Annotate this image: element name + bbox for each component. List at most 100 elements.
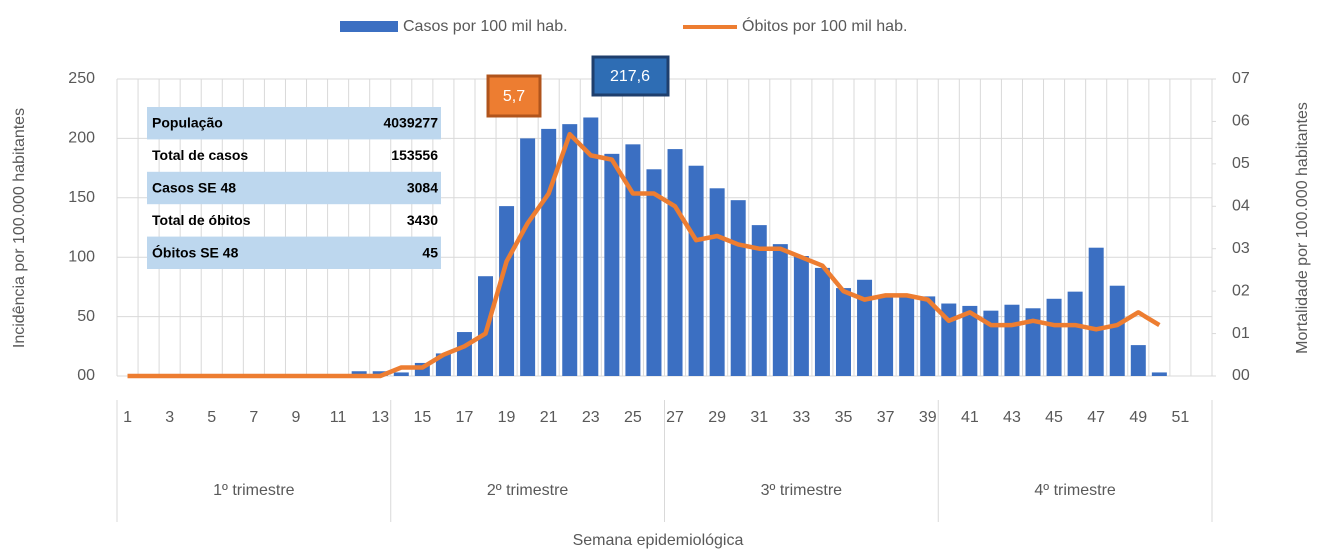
- x-tick-label: 15: [413, 409, 431, 426]
- bar: [520, 138, 536, 376]
- bar: [899, 296, 915, 376]
- y2-tick-label: 06: [1232, 113, 1250, 130]
- y-tick-label: 200: [68, 130, 95, 147]
- y2-tick-label: 07: [1232, 70, 1250, 87]
- bar: [730, 200, 746, 376]
- group-label: 2º trimestre: [487, 482, 569, 499]
- table-row-bg: [147, 107, 441, 140]
- y-tick-label: 00: [77, 367, 95, 384]
- x-tick-label: 1: [123, 409, 132, 426]
- bar: [1109, 285, 1125, 376]
- bar: [351, 371, 367, 376]
- table-cell: Total de casos: [152, 147, 248, 163]
- y-tick-label: 100: [68, 248, 95, 265]
- y2-tick-label: 05: [1232, 155, 1250, 172]
- x-tick-label: 51: [1172, 409, 1190, 426]
- x-tick-label: 49: [1129, 409, 1147, 426]
- bar: [878, 296, 894, 376]
- table-cell: 45: [422, 244, 438, 260]
- x-tick-label: 37: [877, 409, 895, 426]
- bar: [835, 288, 851, 376]
- bar: [541, 128, 557, 376]
- x-tick-label: 41: [961, 409, 979, 426]
- table-cell: 3084: [407, 180, 438, 196]
- annotation: 5,7: [503, 88, 525, 105]
- x-tick-label: 11: [330, 409, 347, 426]
- bar: [857, 279, 873, 376]
- x-tick-label: 39: [919, 409, 937, 426]
- x-tick-label: 35: [835, 409, 853, 426]
- y2-tick-label: 02: [1232, 282, 1250, 299]
- y2-tick-label: 03: [1232, 240, 1250, 257]
- x-tick-label: 3: [165, 409, 174, 426]
- bar: [499, 206, 515, 376]
- y-tick-label: 250: [68, 70, 95, 87]
- x-tick-label: 29: [708, 409, 726, 426]
- info-table: População 4039277 Total de casos 153556 Caso…: [147, 107, 441, 269]
- bar: [1025, 308, 1041, 376]
- legend-label: Óbitos por 100 mil hab.: [742, 16, 907, 35]
- group-label: 1º trimestre: [213, 482, 295, 499]
- table-row-bg: [147, 171, 441, 205]
- bar: [1067, 291, 1083, 376]
- bar: [709, 188, 725, 376]
- bar: [667, 149, 683, 376]
- bar: [772, 244, 788, 376]
- bar: [456, 332, 472, 376]
- bar: [962, 305, 978, 376]
- bar: [814, 267, 830, 376]
- bar: [604, 153, 620, 376]
- annotation-box: [591, 55, 670, 97]
- legend-label: Casos por 100 mil hab.: [403, 18, 568, 35]
- bar: [1151, 372, 1167, 376]
- x-tick-label: 9: [292, 409, 301, 426]
- y2-tick-label: 04: [1232, 198, 1250, 215]
- x-tick-label: 5: [207, 409, 216, 426]
- x-tick-label: 19: [498, 409, 516, 426]
- bar: [562, 124, 578, 376]
- x-tick-label: 31: [750, 409, 768, 426]
- x-tick-label: 7: [249, 409, 258, 426]
- bar: [1088, 247, 1104, 376]
- line: [127, 131, 1161, 379]
- table-cell: População: [152, 115, 223, 131]
- y2-tick-label: 01: [1232, 325, 1250, 342]
- legend-swatch: [340, 21, 398, 32]
- group-label: 3º trimestre: [761, 482, 843, 499]
- bar: [625, 144, 641, 376]
- table-cell: 153556: [391, 147, 438, 163]
- x-tick-label: 47: [1087, 409, 1105, 426]
- x-tick-label: 17: [456, 409, 474, 426]
- x-tick-label: 33: [792, 409, 810, 426]
- x-axis-title: Semana epidemiológica: [573, 532, 744, 549]
- group-label: 4º trimestre: [1034, 482, 1116, 499]
- table-cell: Casos SE 48: [152, 180, 236, 196]
- y2-axis-title: Mortalidade por 100.000 habitantes: [1294, 102, 1311, 354]
- x-tick-label: 45: [1045, 409, 1063, 426]
- table-row-bg: [147, 236, 441, 269]
- y-axis-title: Incidência por 100.000 habitantes: [11, 108, 28, 348]
- x-tick-label: 21: [540, 409, 558, 426]
- bar: [793, 256, 809, 376]
- bar: [646, 169, 662, 376]
- annotation: 217,6: [610, 68, 650, 85]
- bar: [751, 225, 767, 376]
- bar: [1046, 298, 1062, 376]
- table-cell: Total de óbitos: [152, 212, 251, 228]
- table-cell: Óbitos SE 48: [152, 243, 239, 260]
- bar: [1130, 345, 1146, 376]
- x-tick-label: 13: [371, 409, 389, 426]
- x-tick-label: 43: [1003, 409, 1021, 426]
- x-tick-label: 27: [666, 409, 684, 426]
- x-tick-label: 25: [624, 409, 642, 426]
- y2-tick-label: 00: [1232, 367, 1250, 384]
- x-tick-label: 23: [582, 409, 600, 426]
- bar: [1004, 304, 1020, 376]
- table-cell: 3430: [407, 212, 438, 228]
- bar: [393, 372, 409, 376]
- y-tick-label: 150: [68, 189, 95, 206]
- y-tick-label: 50: [77, 308, 95, 325]
- annotation-box: [486, 74, 542, 118]
- bar: [688, 165, 704, 376]
